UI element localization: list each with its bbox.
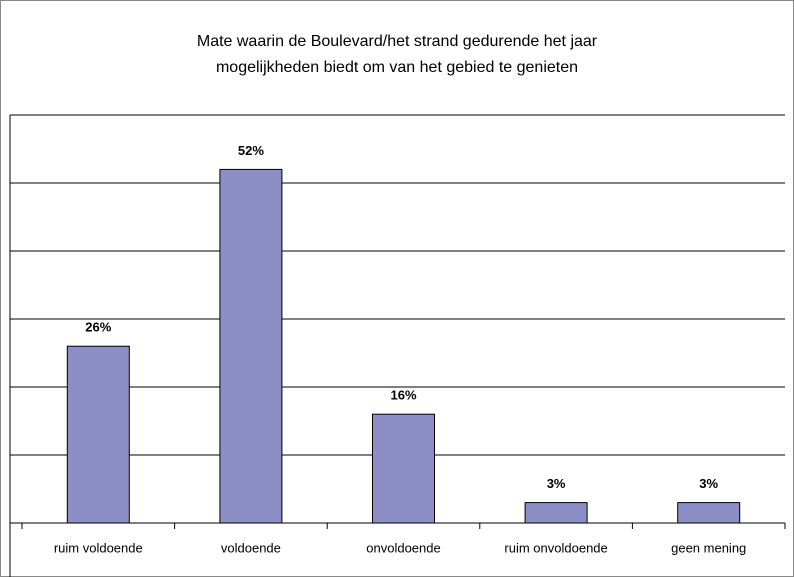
data-label: 3% [699,476,718,491]
data-label: 52% [238,143,264,158]
bar [219,168,283,524]
data-label: 26% [85,320,111,335]
x-tick-label: voldoende [221,540,281,555]
chart-title: Mate waarin de Boulevard/het strand gedu… [197,33,598,50]
data-label: 3% [547,476,566,491]
bar [372,413,435,524]
bar [524,502,588,524]
bar [677,502,741,524]
x-tick-label: ruim voldoende [54,540,143,555]
x-tick-label: geen mening [671,540,746,555]
x-tick-label: ruim onvoldoende [504,540,607,555]
data-label: 16% [390,388,416,403]
bar [66,345,130,524]
x-tick-label: onvoldoende [366,540,440,555]
chart-title: mogelijkheden biedt om van het gebied te… [216,59,578,76]
